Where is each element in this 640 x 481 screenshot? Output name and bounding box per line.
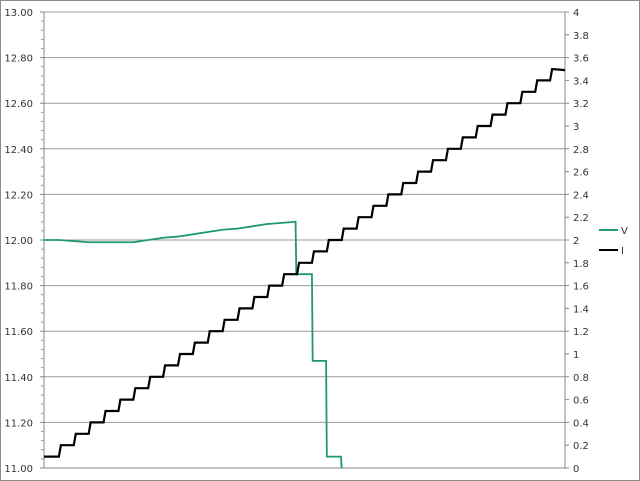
left-tick-label: 12.20	[4, 190, 33, 201]
left-tick-label: 12.60	[4, 99, 33, 110]
left-tick-label: 11.20	[4, 418, 33, 429]
right-tick-label: 2.2	[573, 213, 589, 224]
right-tick-label: 1.4	[573, 304, 589, 315]
right-tick-label: 3.4	[573, 76, 589, 87]
series-line-v	[44, 220, 343, 469]
legend: V I	[599, 226, 628, 257]
left-tick-label: 12.40	[4, 145, 33, 156]
right-tick-label: 0	[573, 464, 579, 475]
left-tick-label: 13.00	[4, 8, 33, 19]
right-tick-label: 0.8	[573, 373, 589, 384]
right-tick-label: 0.6	[573, 396, 589, 407]
series-layer	[44, 67, 566, 469]
right-axis: 0 0.2 0.4 0.6 0.8 1 1.2 1.4 1.6 1.8 2 2.2 2.4 2.6 2.8 3…	[564, 8, 589, 475]
right-tick-label: 1.6	[573, 282, 589, 293]
left-tick-label: 11.00	[4, 464, 33, 475]
left-tick-label: 12.80	[4, 54, 33, 65]
legend-label-v: V	[621, 226, 628, 237]
right-tick-label: 3.2	[573, 99, 589, 110]
right-tick-label: 3.8	[573, 31, 589, 42]
right-tick-label: 2	[573, 236, 579, 247]
right-tick-label: 2.4	[573, 190, 589, 201]
right-tick-label: 3	[573, 122, 579, 133]
left-tick-label: 11.80	[4, 282, 33, 293]
right-tick-label: 2.8	[573, 145, 589, 156]
right-tick-label: 4	[573, 8, 579, 19]
right-tick-label: 0.2	[573, 441, 589, 452]
legend-label-i: I	[621, 246, 624, 257]
right-tick-label: 0.4	[573, 418, 589, 429]
right-tick-label: 3.6	[573, 54, 589, 65]
left-axis: 11.00 11.20 11.40 11.60 11.80 12.00 12.20 12.40…	[4, 8, 45, 475]
series-line-i	[44, 67, 566, 458]
right-tick-label: 2.6	[573, 168, 589, 179]
right-tick-label: 1	[573, 350, 579, 361]
gridlines	[44, 11, 565, 469]
right-tick-label: 1.8	[573, 259, 589, 270]
left-tick-label: 11.40	[4, 373, 33, 384]
right-tick-label: 1.2	[573, 327, 589, 338]
left-tick-label: 12.00	[4, 236, 33, 247]
left-tick-label: 11.60	[4, 327, 33, 338]
